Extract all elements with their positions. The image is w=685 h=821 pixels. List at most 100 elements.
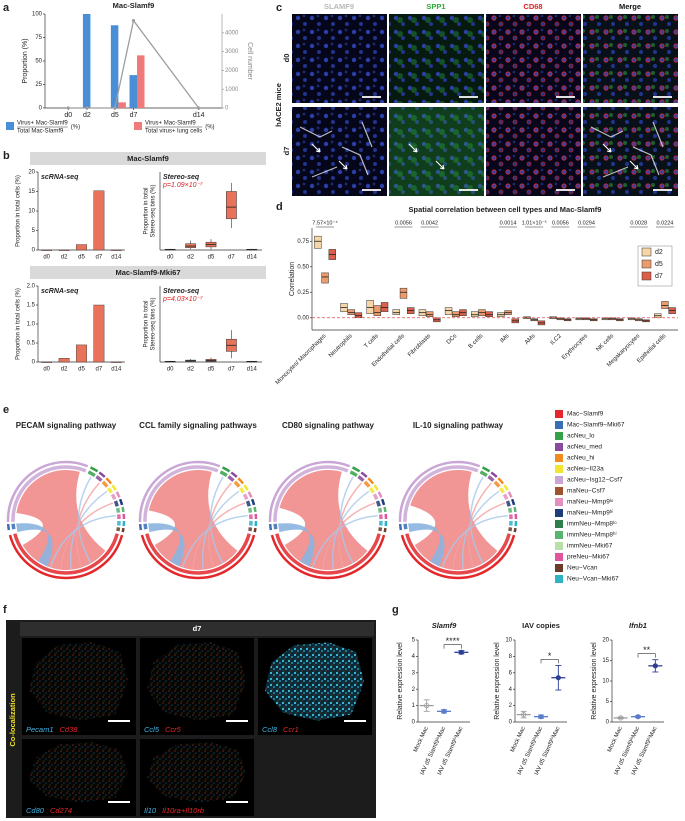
chord-sector (221, 466, 231, 473)
column-header: Merge (619, 2, 641, 11)
chord-sector (507, 507, 513, 513)
chord-ribbon (410, 470, 498, 570)
legend-label: immNeu−Mki67 (567, 543, 613, 550)
chord-link (69, 490, 108, 570)
bar (82, 14, 91, 108)
y2-tick-label: 0 (225, 106, 229, 112)
chord-ribbon (279, 470, 368, 571)
chord-sector (503, 484, 509, 491)
x-tick-label: d2 (61, 367, 68, 373)
arrow (408, 143, 418, 153)
bar (110, 249, 122, 251)
legend-swatch (134, 122, 142, 130)
bar (93, 304, 105, 363)
micrograph (292, 14, 387, 103)
y-tick-label: 0.00 (297, 315, 309, 321)
y2-tick-label: 2000 (225, 68, 239, 74)
y-axis-label: Proportion in total (144, 300, 150, 347)
chord-title: CCL family signaling pathways (139, 421, 257, 430)
chord-link (322, 502, 376, 570)
chord-link (60, 502, 114, 570)
chart-title: scRNA-seq (41, 174, 79, 181)
panel-letter: c (276, 2, 282, 14)
y-axis-label: Proportion in total cells (%) (16, 175, 22, 247)
x-tick-label: d2 (83, 112, 91, 119)
p-value: 0.0042 (421, 220, 438, 226)
column-header: SLAMF9 (324, 2, 354, 11)
y-axis-label: Proportion in total cells (%) (16, 288, 22, 360)
chord-sector (101, 480, 109, 488)
x-tick-label: Erythrocytes (561, 333, 589, 361)
chord-sector (270, 534, 386, 580)
chord-sector (95, 475, 103, 482)
chord-sector (105, 477, 113, 485)
stain-streak (602, 166, 629, 178)
chord-sector (377, 507, 383, 513)
legend-swatch (641, 259, 652, 269)
group-header: Mac-Slamf9-Mki67 (115, 268, 180, 277)
legend-label: Mac−Slamf9−Mki67 (567, 422, 625, 429)
p-value: 0.0224 (657, 220, 674, 226)
chord-sector (490, 471, 498, 478)
x-tick-label: d7 (228, 367, 235, 373)
chord-sector (360, 471, 368, 478)
y-tick-label: 0 (39, 106, 43, 112)
x-tick-label: d5 (208, 255, 215, 261)
chord-sector (247, 491, 253, 498)
chart-title: Stereo-seq (163, 288, 200, 295)
legend-label: acNeu_lo (567, 433, 595, 440)
x-tick-label: IMs (500, 333, 511, 344)
x-tick-label: Neutrophils (328, 333, 354, 359)
bar (93, 190, 105, 251)
chord-sector (253, 527, 257, 533)
chord-sector (510, 498, 516, 506)
chord-sector (375, 500, 381, 507)
legend-label: Mac−Slamf9 (567, 411, 604, 418)
group-label: hACE2 mice (274, 83, 283, 127)
arrow (602, 143, 612, 153)
y-tick-label: 20 (28, 170, 35, 176)
chord-sector (250, 498, 256, 506)
y-tick-label: 0.25 (297, 290, 309, 296)
x-tick-label: Fibroblasts (407, 333, 432, 358)
y-tick-label: 0.5 (27, 341, 36, 347)
panel-letter: a (3, 2, 10, 14)
legend-unit: (%) (205, 125, 214, 131)
mean-dot (424, 702, 430, 709)
chord-sector (513, 506, 517, 513)
box (471, 311, 479, 317)
chord-sector (513, 527, 517, 533)
bar (58, 358, 70, 363)
chart-title: Stereo-seq (163, 174, 200, 181)
micrograph (389, 107, 484, 196)
chord-sector (493, 480, 501, 488)
chord-sector (403, 465, 479, 522)
legend-swatch (641, 271, 652, 281)
chord-sector (145, 533, 251, 575)
x-tick-label: d2 (61, 255, 68, 261)
chord-link (452, 502, 506, 570)
mean-dot (555, 675, 561, 681)
chord-sector (238, 487, 245, 494)
legend-label: acNeu−Isg12−Csf7 (567, 477, 623, 484)
gene-label: Cd274 (50, 806, 72, 815)
chord-sector (245, 500, 251, 507)
legend-unit: (%) (71, 125, 80, 131)
box (314, 235, 322, 249)
chord-sector (363, 480, 371, 488)
micrograph (292, 107, 387, 196)
legend-swatch (555, 520, 563, 528)
stain-streak (652, 121, 664, 148)
tissue (146, 642, 247, 721)
p-value: 1.01×10⁻⁵ (522, 219, 547, 226)
legend-label: acNeu−Il23a (567, 466, 604, 473)
gene-label: Ccl5 (144, 725, 160, 734)
line-marker (197, 106, 201, 110)
legend-label: Total virus+ lung cells (145, 129, 202, 135)
y-axis-label: Proportion in total (144, 187, 150, 234)
chart-title: Spatial correlation between cell types a… (409, 205, 602, 214)
chord-sector (143, 523, 148, 530)
legend-label: Neu−Vcan (567, 565, 598, 572)
y-tick-label: 1.5 (27, 303, 36, 309)
stain-streak (311, 166, 338, 178)
